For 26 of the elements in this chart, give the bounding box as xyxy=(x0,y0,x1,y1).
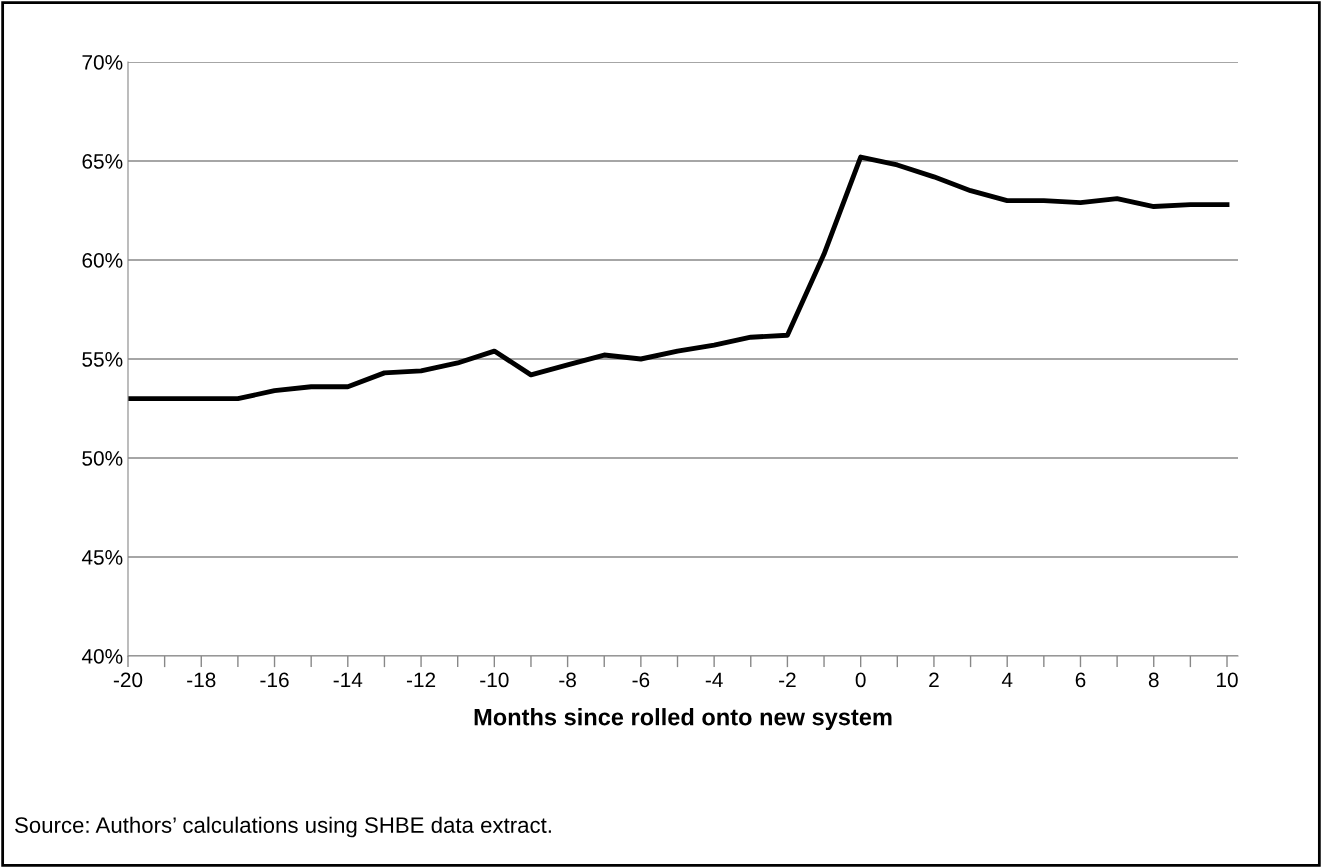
x-tick-label: 8 xyxy=(1148,672,1159,688)
x-tick-label: -8 xyxy=(559,672,576,688)
line-series xyxy=(128,154,1230,402)
x-tick-label: -4 xyxy=(705,672,723,688)
y-tick-label: 70% xyxy=(82,55,123,70)
y-tick-label: 45% xyxy=(81,550,123,565)
y-tick-label: 60% xyxy=(82,253,123,268)
x-tick-label: 6 xyxy=(1075,672,1086,688)
x-tick-label: -2 xyxy=(779,672,796,688)
y-tick-label: 65% xyxy=(82,154,123,169)
x-tick-label: -20 xyxy=(113,672,143,688)
x-tick-label: -12 xyxy=(406,672,436,688)
x-tick-label: -6 xyxy=(632,672,650,688)
source-note: Source: Authors’ calculations using SHBE data extract. xyxy=(15,816,551,838)
x-tick-label: 2 xyxy=(929,672,939,688)
x-tick-label: 0 xyxy=(855,672,866,688)
x-axis-title: Months since rolled onto new system xyxy=(474,708,892,731)
x-tick-label: 4 xyxy=(1001,672,1013,688)
y-tick-label: 40% xyxy=(81,649,123,664)
x-tick-label: 10 xyxy=(1217,672,1238,688)
x-tick-label: -16 xyxy=(260,672,289,688)
x-tick-label: -18 xyxy=(187,672,216,688)
x-tick-label: -14 xyxy=(333,672,363,688)
y-tick-label: 55% xyxy=(82,352,123,367)
y-tick-label: 50% xyxy=(82,451,123,466)
x-tick-label: -10 xyxy=(480,672,509,688)
